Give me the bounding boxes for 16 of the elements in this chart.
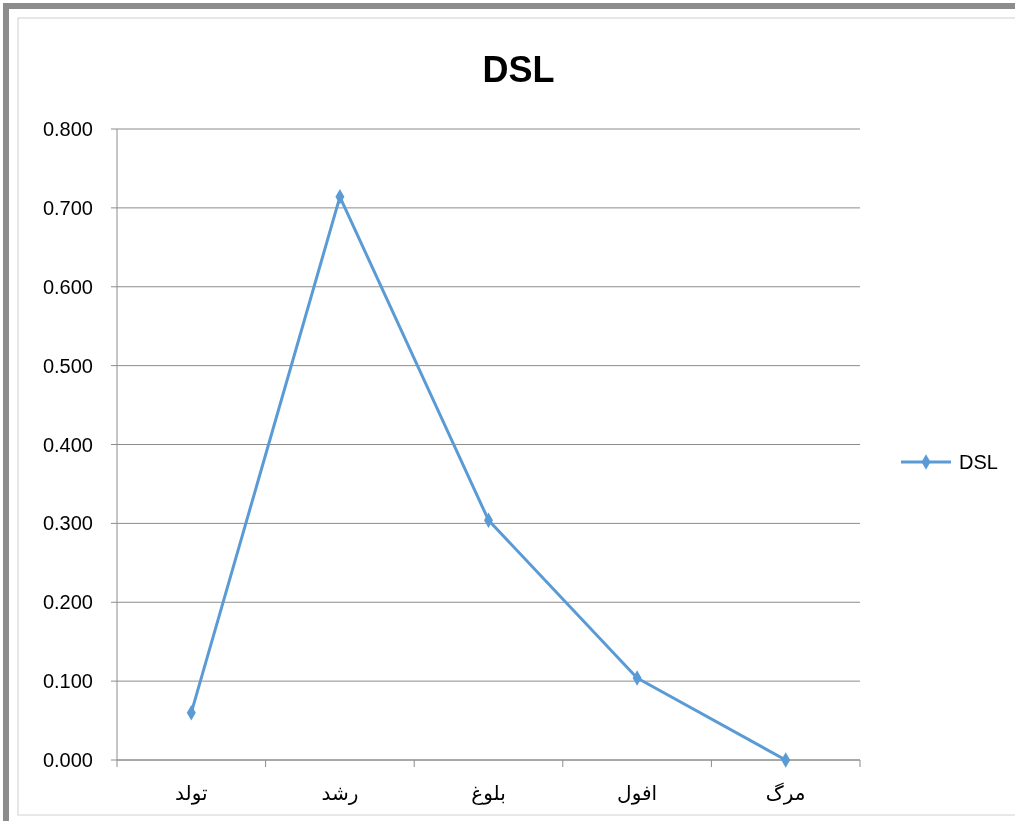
y-tick-label: 0.400 [42, 433, 93, 456]
chart-title: DSL [482, 49, 555, 90]
x-tick-label: افول [617, 781, 658, 805]
legend-label: DSL [959, 451, 998, 473]
x-tick-label: رشد [321, 781, 359, 805]
y-tick-label: 0.600 [42, 275, 93, 298]
x-tick-label: مرگ [765, 781, 806, 805]
x-tick-label: تولد [175, 781, 208, 805]
y-tick-label: 0.800 [42, 118, 93, 140]
y-tick-label: 0.500 [42, 354, 93, 377]
y-tick-label: 0.000 [42, 749, 93, 771]
y-tick-label: 0.200 [42, 591, 93, 614]
y-tick-label: 0.700 [42, 196, 93, 219]
y-tick-label: 0.300 [42, 512, 93, 535]
x-tick-label: بلوغ [471, 781, 506, 805]
y-tick-label: 0.100 [42, 670, 93, 693]
